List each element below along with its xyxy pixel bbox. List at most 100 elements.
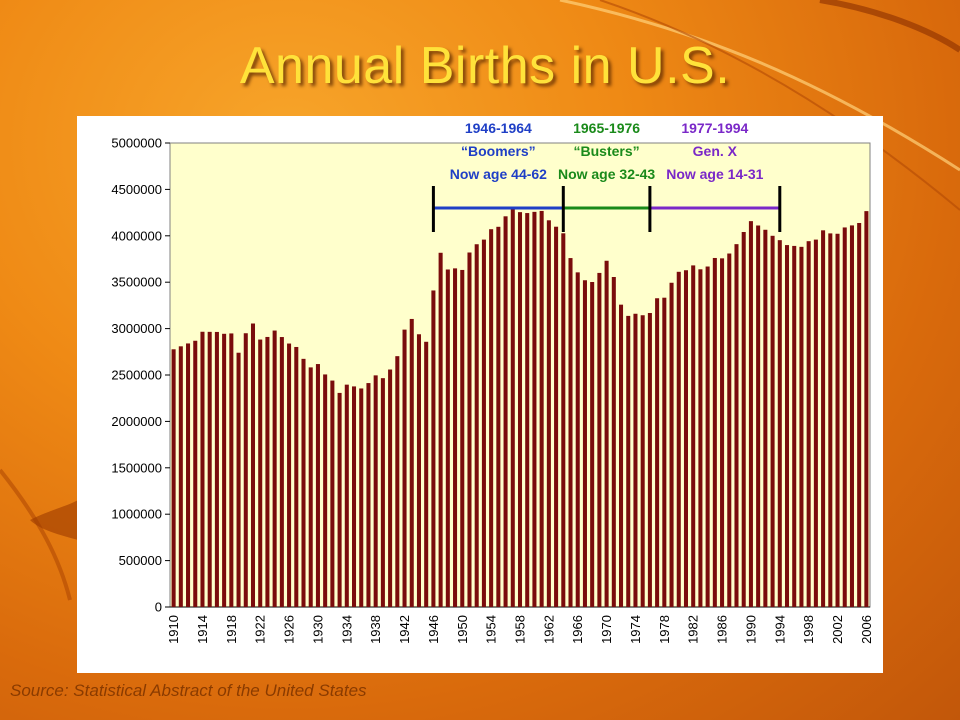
bar-1927 xyxy=(294,346,299,607)
bar-1931 xyxy=(323,374,328,607)
bar-1996 xyxy=(792,245,797,608)
y-tick-label: 1500000 xyxy=(111,460,162,475)
bar-2006 xyxy=(864,211,869,607)
x-tick-label: 1946 xyxy=(426,615,441,644)
bar-1987 xyxy=(727,253,732,607)
bar-1982 xyxy=(691,265,696,607)
bar-1948 xyxy=(445,269,450,607)
bar-1977 xyxy=(655,298,660,607)
bar-1950 xyxy=(460,269,465,607)
x-tick-label: 1966 xyxy=(570,615,585,644)
x-tick-label: 1934 xyxy=(339,615,354,644)
bar-1988 xyxy=(734,244,739,607)
generation-label-line: Now age 32-43 xyxy=(558,166,655,182)
bar-1943 xyxy=(409,318,414,607)
generation-label-line: Gen. X xyxy=(693,143,738,159)
bar-1983 xyxy=(698,269,703,607)
bar-1946 xyxy=(431,290,436,607)
x-axis: 1910 1914 1918 1922 1926 1930 1934 1938 1942 1946… xyxy=(166,606,874,644)
x-tick-label: 1978 xyxy=(657,615,672,644)
bar-1990 xyxy=(748,221,753,607)
bar-1981 xyxy=(683,270,688,607)
bar-1993 xyxy=(770,235,775,608)
bar-1934 xyxy=(344,384,349,607)
bar-1968 xyxy=(590,282,595,607)
y-tick-label: 4000000 xyxy=(111,228,162,243)
bar-1921 xyxy=(250,323,256,607)
slide-title: Annual Births in U.S. xyxy=(239,37,731,95)
bar-1963 xyxy=(554,226,559,607)
bar-1928 xyxy=(301,358,306,607)
generation-label-line: 1965-1976 xyxy=(573,120,640,136)
y-tick-label: 0 xyxy=(155,600,162,615)
bar-1970 xyxy=(604,260,609,607)
bar-1984 xyxy=(705,266,710,607)
generation-label-line: 1946-1964 xyxy=(465,120,532,136)
bar-1940 xyxy=(388,369,393,607)
bar-1997 xyxy=(799,246,804,607)
y-tick-label: 4500000 xyxy=(111,182,162,197)
bar-2004 xyxy=(849,225,854,607)
x-tick-label: 1970 xyxy=(599,615,614,644)
bar-1971 xyxy=(611,277,616,607)
bar-1955 xyxy=(496,226,501,608)
bar-1979 xyxy=(669,282,674,607)
bar-1986 xyxy=(720,258,725,607)
bar-1976 xyxy=(647,313,652,607)
bar-1924 xyxy=(272,330,277,607)
generation-label-line: 1977-1994 xyxy=(681,120,748,136)
bar-1994 xyxy=(777,240,782,607)
bar-1978 xyxy=(662,297,667,607)
bar-2000 xyxy=(821,230,826,607)
bar-1914 xyxy=(200,331,205,607)
x-tick-label: 1918 xyxy=(224,615,239,644)
bar-1951 xyxy=(467,252,472,607)
bar-1957 xyxy=(510,207,515,607)
bar-1966 xyxy=(575,272,580,607)
x-tick-label: 1930 xyxy=(310,615,325,644)
bar-1985 xyxy=(712,257,717,607)
bar-1936 xyxy=(359,388,364,607)
chart-panel: 0 500000 1000000 1500000 2000000 2500000 30000… xyxy=(77,116,883,673)
bar-1915 xyxy=(207,331,212,607)
bar-1926 xyxy=(287,343,292,607)
y-tick-label: 1000000 xyxy=(111,507,162,522)
x-tick-label: 1942 xyxy=(397,615,412,644)
bar-1919 xyxy=(236,352,241,607)
bar-1932 xyxy=(330,380,335,607)
y-axis: 0 500000 1000000 1500000 2000000 2500000 30000… xyxy=(111,136,170,615)
bar-1910 xyxy=(171,349,176,607)
bar-2005 xyxy=(857,222,862,607)
bar-1965 xyxy=(568,258,573,607)
bar-1913 xyxy=(193,340,198,607)
bar-1945 xyxy=(424,341,429,607)
x-tick-label: 1974 xyxy=(628,615,643,644)
bar-1922 xyxy=(258,339,263,607)
bar-1959 xyxy=(525,213,530,607)
bar-1923 xyxy=(265,336,270,607)
x-tick-label: 1938 xyxy=(368,615,383,644)
bar-1999 xyxy=(813,239,818,607)
bar-1969 xyxy=(597,272,602,607)
y-tick-label: 2500000 xyxy=(111,368,162,383)
bar-1942 xyxy=(402,329,407,607)
bar-1980 xyxy=(676,271,681,607)
bar-2001 xyxy=(828,233,833,607)
y-tick-label: 500000 xyxy=(119,553,162,568)
bar-1975 xyxy=(640,315,645,607)
bar-1933 xyxy=(337,392,342,607)
bar-1964 xyxy=(561,233,566,607)
bar-1960 xyxy=(532,211,537,608)
bar-1911 xyxy=(178,346,183,607)
bar-series xyxy=(171,207,869,608)
bar-1935 xyxy=(352,386,357,607)
bar-1938 xyxy=(373,375,378,607)
bar-1992 xyxy=(763,229,768,607)
bar-1991 xyxy=(756,225,761,607)
bar-1952 xyxy=(474,244,479,608)
x-tick-label: 1950 xyxy=(455,615,470,644)
bar-1956 xyxy=(503,216,508,607)
x-tick-label: 1954 xyxy=(484,615,499,644)
x-tick-label: 1914 xyxy=(195,615,210,644)
bar-1974 xyxy=(633,313,638,607)
